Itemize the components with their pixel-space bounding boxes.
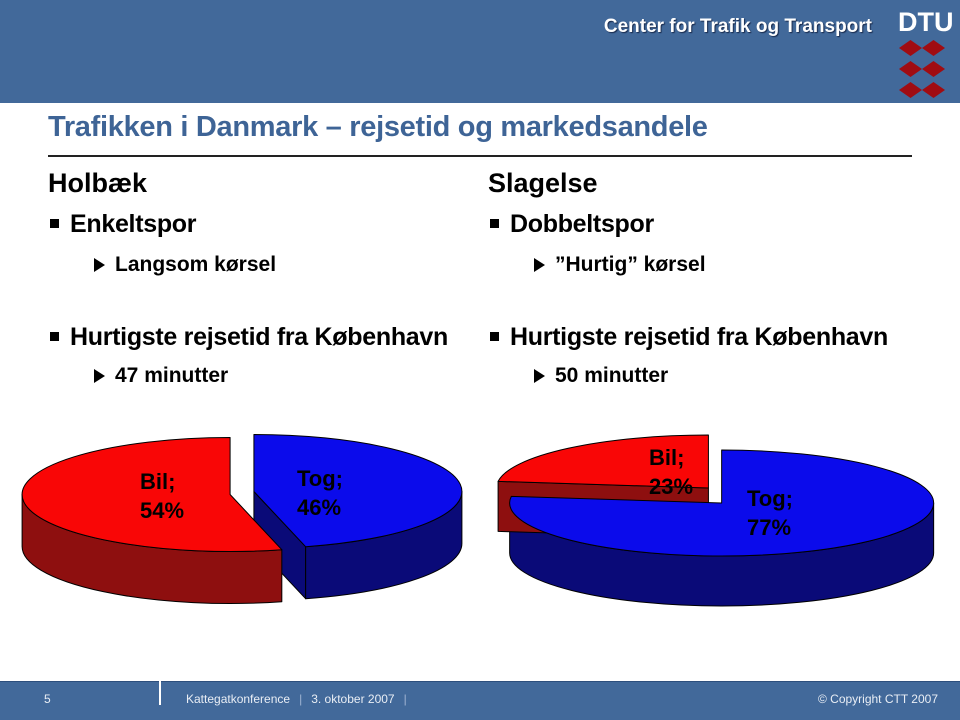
- bullet-item: Enkeltspor: [48, 210, 197, 239]
- sub-bullet-item: ”Hurtig” kørsel: [534, 253, 706, 277]
- footer-band: 5 Kattegatkonference | 3. oktober 2007 |…: [0, 678, 960, 720]
- pie-label-name: Tog;: [747, 486, 794, 511]
- organization-title: Center for Trafik og Transport: [603, 16, 872, 37]
- footer-divider: [159, 678, 161, 705]
- square-bullet-icon: [490, 219, 499, 228]
- arrow-bullet-icon: [94, 258, 105, 272]
- bullet-text: Enkeltspor: [70, 210, 197, 238]
- pie-label-slagelse-bil: Bil; 23%: [649, 443, 693, 501]
- pie-label-value: 23%: [649, 474, 694, 499]
- sub-bullet-item: Langsom kørsel: [94, 253, 276, 277]
- arrow-bullet-icon: [534, 258, 545, 272]
- footer-event: Kattegatkonference: [186, 692, 291, 706]
- pie-label-slagelse-tog: Tog; 77%: [747, 484, 793, 542]
- footer-separator: |: [299, 692, 303, 706]
- sub-bullet-text: ”Hurtig” kørsel: [555, 253, 706, 276]
- sub-bullet-text: 47 minutter: [115, 364, 229, 387]
- slide-title: Trafikken i Danmark – rejsetid og marked…: [48, 111, 708, 143]
- footer-separator: |: [403, 692, 407, 706]
- pie-label-value: 46%: [297, 495, 342, 520]
- square-bullet-icon: [50, 332, 59, 341]
- sub-bullet-text: Langsom kørsel: [115, 253, 277, 276]
- sub-bullet-item: 50 minutter: [534, 364, 668, 388]
- bullet-item: Dobbeltspor: [488, 210, 654, 239]
- bullet-text: Hurtigste rejsetid fra København: [70, 323, 448, 351]
- pie-label-value: 77%: [747, 515, 792, 540]
- sub-bullet-text: 50 minutter: [555, 364, 669, 387]
- dtu-waves-icon: [899, 40, 945, 98]
- pie-label-holbaek-tog: Tog; 46%: [297, 464, 343, 522]
- header-band: Center for Trafik og Transport DTU: [0, 0, 960, 103]
- pie-label-value: 54%: [140, 498, 185, 523]
- arrow-bullet-icon: [534, 369, 545, 383]
- sub-bullet-item: 47 minutter: [94, 364, 228, 388]
- pie-label-holbaek-bil: Bil; 54%: [140, 467, 184, 525]
- dtu-logo-text: DTU: [898, 7, 954, 37]
- dtu-logo: DTU: [898, 7, 954, 98]
- pie-label-name: Bil;: [649, 445, 685, 470]
- square-bullet-icon: [50, 219, 59, 228]
- bullet-text: Hurtigste rejsetid fra København: [510, 323, 888, 351]
- pie-chart-holbaek: [21, 433, 463, 604]
- column-heading: Slagelse: [488, 168, 598, 198]
- column-heading: Holbæk: [48, 168, 148, 198]
- bullet-item: Hurtigste rejsetid fra København: [488, 323, 888, 352]
- pie-label-name: Bil;: [140, 469, 176, 494]
- page-number: 5: [44, 692, 51, 706]
- pie-label-name: Tog;: [297, 466, 344, 491]
- arrow-bullet-icon: [94, 369, 105, 383]
- footer-date: 3. oktober 2007: [311, 692, 395, 706]
- footer-copyright: © Copyright CTT 2007: [817, 692, 938, 706]
- pie-chart-slagelse: [497, 434, 935, 607]
- bullet-text: Dobbeltspor: [510, 210, 654, 238]
- bullet-item: Hurtigste rejsetid fra København: [48, 323, 448, 352]
- square-bullet-icon: [490, 332, 499, 341]
- footer-info: Kattegatkonference | 3. oktober 2007 |: [186, 692, 407, 706]
- title-underline: [48, 155, 912, 157]
